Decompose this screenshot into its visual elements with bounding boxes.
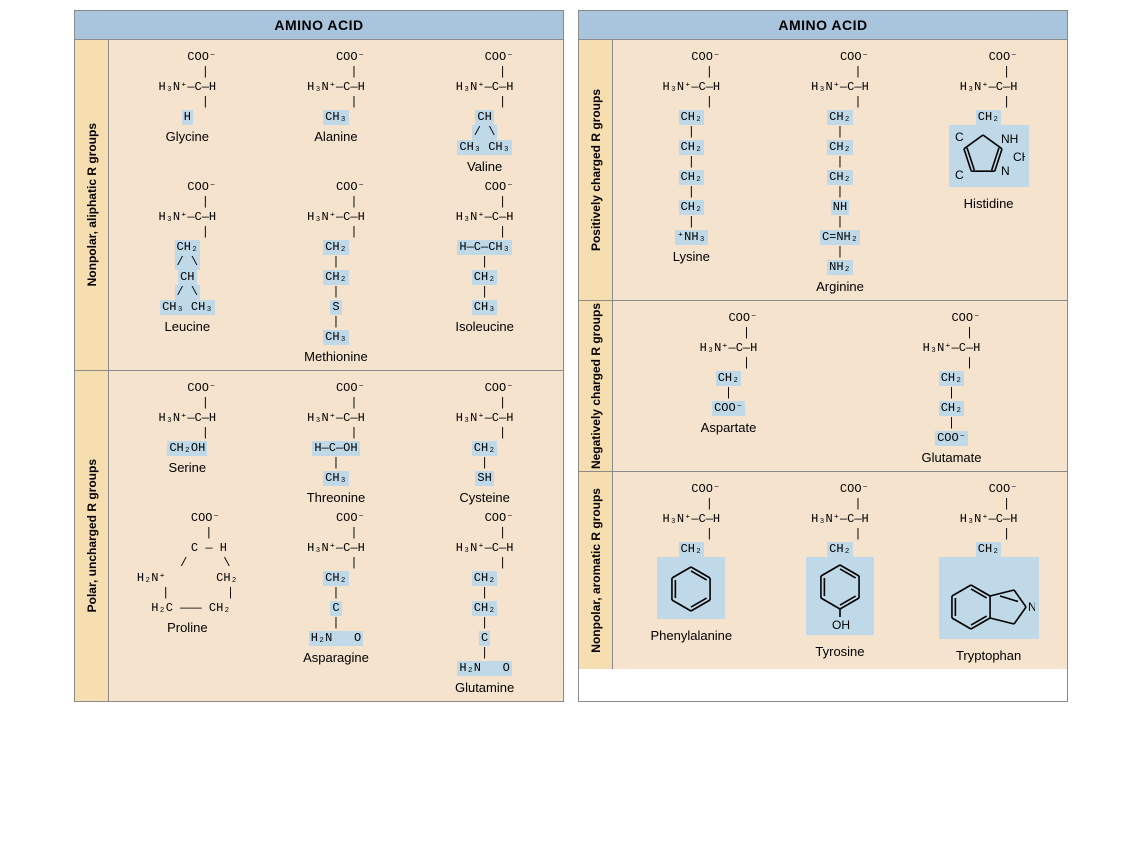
- acid-cell-cysteine: COO⁻ | H₃N⁺—C—H | CH₂ | SH Cysteine: [410, 377, 559, 507]
- ring-imidazole: NH N C C CH: [953, 127, 1025, 185]
- acid-grid: COO⁻ | H₃N⁺—C—H | CH₂OH Serine COO⁻ | H₃N…: [109, 371, 563, 701]
- section-label: Nonpolar, aromatic R groups: [579, 472, 613, 669]
- structure-threonine: COO⁻ | H₃N⁺—C—H | H—C—OH | CH₃: [307, 381, 365, 486]
- acid-cell-alanine: COO⁻ | H₃N⁺—C—H | CH₃ Alanine: [262, 46, 411, 176]
- acid-cell-isoleucine: COO⁻ | H₃N⁺—C—H | H—C—CH₃ | CH₂ | CH₃ Iso…: [410, 176, 559, 366]
- acid-name: Aspartate: [701, 420, 757, 435]
- svg-text:CH: CH: [1013, 150, 1025, 164]
- acid-name: Proline: [167, 620, 207, 635]
- svg-text:C: C: [955, 168, 964, 182]
- structure-arginine: COO⁻ | H₃N⁺—C—H | CH₂ | CH₂ | CH₂ | NH |…: [811, 50, 869, 275]
- left-header: AMINO ACID: [75, 11, 563, 40]
- right-section-1: Negatively charged R groups COO⁻ | H₃N⁺—…: [579, 301, 1067, 472]
- section-label-text: Polar, uncharged R groups: [85, 459, 99, 612]
- acid-name: Glutamate: [922, 450, 982, 465]
- ring-indole: NH: [943, 559, 1035, 637]
- acid-grid: COO⁻ | H₃N⁺—C—H | CH₂ Phenylalanine COO⁻…: [613, 472, 1067, 669]
- acid-name: Cysteine: [459, 490, 510, 505]
- acid-cell-histidine: COO⁻ | H₃N⁺—C—H | CH₂ NHNCCCHHistidine: [914, 46, 1063, 296]
- acid-name: Phenylalanine: [650, 628, 732, 643]
- ring-benzene: [661, 559, 721, 617]
- structure-tryptophan: COO⁻ | H₃N⁺—C—H | CH₂ NH: [939, 482, 1039, 644]
- acid-name: Methionine: [304, 349, 368, 364]
- section-label-text: Nonpolar, aromatic R groups: [589, 488, 603, 653]
- acid-cell-tryptophan: COO⁻ | H₃N⁺—C—H | CH₂ NH Tryptophan: [914, 478, 1063, 665]
- ring-phenol: OH: [810, 559, 870, 633]
- structure-glutamate: COO⁻ | H₃N⁺—C—H | CH₂ | CH₂ | COO⁻: [923, 311, 981, 446]
- acid-cell-leucine: COO⁻ | H₃N⁺—C—H | CH₂ / \ CH / \ CH₃ CH₃…: [113, 176, 262, 366]
- acid-cell-phenylalanine: COO⁻ | H₃N⁺—C—H | CH₂ Phenylalanine: [617, 478, 766, 665]
- section-label-text: Negatively charged R groups: [589, 303, 603, 469]
- acid-name: Lysine: [673, 249, 710, 264]
- acid-cell-aspartate: COO⁻ | H₃N⁺—C—H | CH₂ | COO⁻ Aspartate: [617, 307, 840, 467]
- section-label-text: Positively charged R groups: [589, 89, 603, 251]
- structure-tyrosine: COO⁻ | H₃N⁺—C—H | CH₂ OH: [806, 482, 874, 640]
- section-label: Positively charged R groups: [579, 40, 613, 300]
- svg-text:NH: NH: [1001, 132, 1018, 146]
- svg-text:N: N: [1001, 164, 1010, 178]
- structure-cysteine: COO⁻ | H₃N⁺—C—H | CH₂ | SH: [456, 381, 514, 486]
- acid-cell-serine: COO⁻ | H₃N⁺—C—H | CH₂OH Serine: [113, 377, 262, 507]
- section-label: Polar, uncharged R groups: [75, 371, 109, 701]
- structure-glutamine: COO⁻ | H₃N⁺—C—H | CH₂ | CH₂ | C | H₂N O: [456, 511, 514, 676]
- acid-cell-proline: COO⁻ | C — H / \ H₂N⁺ CH₂ | | H₂C ——— CH…: [113, 507, 262, 697]
- section-label: Negatively charged R groups: [579, 301, 613, 471]
- acid-name: Alanine: [314, 129, 357, 144]
- acid-cell-glutamine: COO⁻ | H₃N⁺—C—H | CH₂ | CH₂ | C | H₂N O G…: [410, 507, 559, 697]
- structure-valine: COO⁻ | H₃N⁺—C—H | CH / \ CH₃ CH₃: [456, 50, 514, 155]
- acid-name: Glycine: [166, 129, 209, 144]
- svg-text:OH: OH: [832, 618, 850, 632]
- acid-grid: COO⁻ | H₃N⁺—C—H | CH₂ | COO⁻ Aspartate CO…: [613, 301, 1067, 471]
- structure-aspartate: COO⁻ | H₃N⁺—C—H | CH₂ | COO⁻: [700, 311, 758, 416]
- acid-name: Tryptophan: [956, 648, 1021, 663]
- structure-isoleucine: COO⁻ | H₃N⁺—C—H | H—C—CH₃ | CH₂ | CH₃: [456, 180, 514, 315]
- acid-name: Glutamine: [455, 680, 514, 695]
- acid-grid: COO⁻ | H₃N⁺—C—H | H Glycine COO⁻ | H₃N⁺—C…: [109, 40, 563, 370]
- structure-phenylalanine: COO⁻ | H₃N⁺—C—H | CH₂: [657, 482, 725, 624]
- acid-cell-glutamate: COO⁻ | H₃N⁺—C—H | CH₂ | CH₂ | COO⁻ Glutam…: [840, 307, 1063, 467]
- right-section-2: Nonpolar, aromatic R groups COO⁻ | H₃N⁺—…: [579, 472, 1067, 669]
- section-label-text: Nonpolar, aliphatic R groups: [85, 123, 99, 286]
- acid-cell-tyrosine: COO⁻ | H₃N⁺—C—H | CH₂ OH Tyrosine: [766, 478, 915, 665]
- acid-grid: COO⁻ | H₃N⁺—C—H | CH₂ | CH₂ | CH₂ | CH₂ …: [613, 40, 1067, 300]
- structure-lysine: COO⁻ | H₃N⁺—C—H | CH₂ | CH₂ | CH₂ | CH₂ …: [663, 50, 721, 245]
- acid-name: Asparagine: [303, 650, 369, 665]
- right-section-0: Positively charged R groups COO⁻ | H₃N⁺—…: [579, 40, 1067, 301]
- acid-name: Valine: [467, 159, 502, 174]
- section-label: Nonpolar, aliphatic R groups: [75, 40, 109, 370]
- left-panel: AMINO ACID Nonpolar, aliphatic R groups …: [74, 10, 564, 702]
- acid-cell-asparagine: COO⁻ | H₃N⁺—C—H | CH₂ | C | H₂N O Asparag…: [262, 507, 411, 697]
- acid-name: Leucine: [165, 319, 211, 334]
- acid-name: Tyrosine: [815, 644, 864, 659]
- acid-name: Arginine: [816, 279, 864, 294]
- left-section-0: Nonpolar, aliphatic R groups COO⁻ | H₃N⁺…: [75, 40, 563, 371]
- svg-text:C: C: [955, 130, 964, 144]
- structure-asparagine: COO⁻ | H₃N⁺—C—H | CH₂ | C | H₂N O: [307, 511, 365, 646]
- structure-glycine: COO⁻ | H₃N⁺—C—H | H: [159, 50, 217, 125]
- svg-text:NH: NH: [1028, 600, 1035, 614]
- structure-histidine: COO⁻ | H₃N⁺—C—H | CH₂ NHNCCCH: [949, 50, 1029, 192]
- left-section-1: Polar, uncharged R groups COO⁻ | H₃N⁺—C—…: [75, 371, 563, 701]
- structure-methionine: COO⁻ | H₃N⁺—C—H | CH₂ | CH₂ | S | CH₃: [307, 180, 365, 345]
- structure-leucine: COO⁻ | H₃N⁺—C—H | CH₂ / \ CH / \ CH₃ CH₃: [159, 180, 217, 315]
- right-header: AMINO ACID: [579, 11, 1067, 40]
- structure-serine: COO⁻ | H₃N⁺—C—H | CH₂OH: [159, 381, 217, 456]
- acid-name: Isoleucine: [455, 319, 514, 334]
- structure-alanine: COO⁻ | H₃N⁺—C—H | CH₃: [307, 50, 365, 125]
- acid-cell-methionine: COO⁻ | H₃N⁺—C—H | CH₂ | CH₂ | S | CH₃ Met…: [262, 176, 411, 366]
- right-panel: AMINO ACID Positively charged R groups C…: [578, 10, 1068, 702]
- acid-name: Histidine: [964, 196, 1014, 211]
- structure-proline: COO⁻ | C — H / \ H₂N⁺ CH₂ | | H₂C ——— CH…: [137, 511, 238, 616]
- acid-name: Threonine: [307, 490, 366, 505]
- acid-cell-valine: COO⁻ | H₃N⁺—C—H | CH / \ CH₃ CH₃ Valine: [410, 46, 559, 176]
- acid-cell-arginine: COO⁻ | H₃N⁺—C—H | CH₂ | CH₂ | CH₂ | NH |…: [766, 46, 915, 296]
- acid-cell-glycine: COO⁻ | H₃N⁺—C—H | H Glycine: [113, 46, 262, 176]
- acid-name: Serine: [169, 460, 207, 475]
- acid-cell-lysine: COO⁻ | H₃N⁺—C—H | CH₂ | CH₂ | CH₂ | CH₂ …: [617, 46, 766, 296]
- acid-cell-threonine: COO⁻ | H₃N⁺—C—H | H—C—OH | CH₃ Threonine: [262, 377, 411, 507]
